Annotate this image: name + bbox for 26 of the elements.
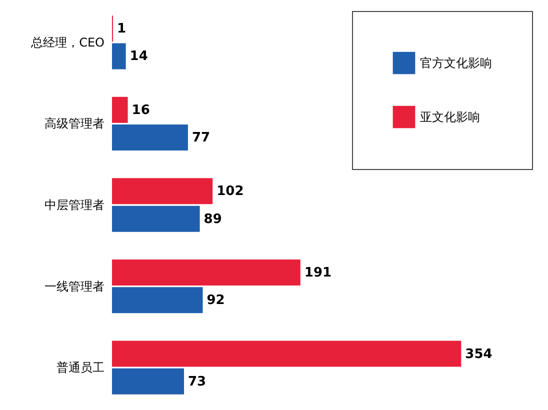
y-tick-label: 中层管理者 bbox=[44, 198, 104, 212]
bar bbox=[112, 287, 203, 314]
y-tick-label: 总经理，CEO bbox=[30, 35, 104, 50]
y-tick-label: 高级管理者 bbox=[44, 116, 104, 131]
data-label: 14 bbox=[130, 49, 148, 64]
bar bbox=[112, 368, 184, 394]
data-label: 1 bbox=[116, 22, 126, 37]
y-tick-label: 普通员工 bbox=[56, 360, 104, 375]
data-label: 92 bbox=[206, 293, 225, 308]
bar bbox=[112, 43, 126, 70]
bar bbox=[112, 178, 213, 204]
bar bbox=[112, 206, 200, 232]
legend-label: 亚文化影响 bbox=[420, 110, 480, 124]
data-label: 354 bbox=[465, 346, 492, 362]
data-label: 16 bbox=[132, 102, 150, 118]
bar bbox=[112, 96, 128, 123]
data-label: 191 bbox=[304, 265, 332, 280]
bar bbox=[112, 259, 300, 286]
legend-label: 官方文化影响 bbox=[420, 56, 492, 70]
y-tick-label: 一线管理者 bbox=[44, 279, 104, 294]
bar bbox=[112, 340, 462, 367]
data-label: 89 bbox=[204, 212, 222, 227]
data-label: 73 bbox=[188, 374, 206, 390]
bar bbox=[112, 124, 188, 151]
data-label: 77 bbox=[192, 130, 210, 146]
data-label: 102 bbox=[216, 184, 244, 200]
